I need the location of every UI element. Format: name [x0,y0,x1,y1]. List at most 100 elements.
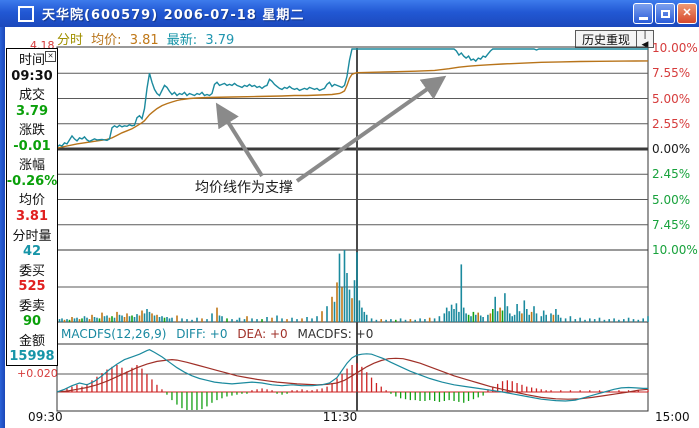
volume-bar [221,316,223,322]
volume-bar [589,318,591,322]
macd-diff-label: DIFF: +0 [176,327,228,341]
macd-hist-bar-pos [121,367,123,392]
volume-bar [385,319,387,322]
sidebar-value-5: 42 [22,244,42,260]
volume-bar [88,319,91,322]
percent-axis-label-7: 7.45% [652,218,691,232]
macd-axis-label: +0.020 [17,367,58,380]
volume-bar [375,319,378,322]
macd-hist-bar-neg [472,392,475,400]
volume-bar [528,314,530,322]
sidebar-close-icon[interactable]: ✕ [45,51,56,62]
percent-axis-label-0: 10.00% [652,41,698,55]
volume-bar [492,309,494,322]
annotation-arrow-0 [215,102,264,178]
volume-bar [136,314,138,322]
macd-hist-bar-neg [176,392,178,405]
volume-bar [557,314,560,322]
volume-bar [608,319,610,322]
macd-hist-bar-pos [385,390,387,392]
history-replay-button[interactable]: 历史重现 [575,30,637,48]
volume-bar [584,319,586,322]
macd-hist-bar-neg [404,392,407,400]
macd-hist-bar-pos [321,388,323,392]
macd-hist-bar-neg [453,392,455,401]
macd-hist-bar-neg [390,392,392,394]
time-label-0930: 09:30 [28,410,63,424]
volume-bar [146,309,148,322]
macd-hist-bar-pos [531,387,533,392]
macd-hist-bar-pos [311,390,313,392]
macd-hist-bar-neg [429,392,431,401]
macd-hist-bar-pos [380,386,382,392]
volume-bar [168,318,171,322]
macd-hist-bar-pos [560,390,562,392]
sidebar-value-2: -0.01 [13,138,51,154]
average-price-line [56,60,649,149]
macd-hist-bar-pos [366,372,368,392]
macd-hist-bar-neg [463,392,465,403]
volume-bar [296,319,298,322]
sidebar-label-2: 涨跌 [18,123,45,139]
volume-bar [506,306,509,322]
volume-bar [66,319,68,322]
macd-hist-bar-neg [424,392,426,401]
volume-bar [465,313,467,322]
volume-bar [131,315,133,322]
volume-bar [281,318,283,322]
volume-bar [526,309,528,322]
macd-hist-bar-pos [151,379,153,392]
macd-pane[interactable] [56,343,649,412]
sidebar-value-0: 09:30 [11,68,53,84]
volume-bar [108,317,111,322]
diff-line [56,349,648,402]
volume-bar [356,252,358,322]
volume-bar [453,309,455,322]
volume-bar [93,317,96,322]
volume-bar [433,318,436,322]
macd-hist-bar-pos [487,389,489,392]
macd-hist-bar-pos [627,390,630,392]
volume-bar [243,319,246,322]
volume-bar [118,314,121,322]
macd-hist-bar-pos [526,386,528,392]
volume-bar [443,313,446,322]
macd-hist-bar-pos [647,390,649,392]
volume-bar [156,314,158,322]
volume-bar [276,315,278,322]
volume-bar [555,309,557,322]
minimize-icon [638,16,648,20]
minimize-button[interactable] [633,3,653,24]
macd-hist-bar-neg [448,392,450,401]
title-bar[interactable]: 天华院(600579) 2006-07-18 星期二 ✕ [0,0,699,27]
macd-hist-bar-neg [419,392,421,401]
volume-bar [358,300,361,322]
volume-bar [579,317,581,322]
maximize-button[interactable] [655,3,675,24]
volume-bar [126,313,128,322]
volume-bar [511,316,513,322]
volume-bar [409,319,412,322]
volume-bar [61,318,63,322]
volume-bar [103,316,106,322]
volume-bar [438,316,441,322]
macd-hist-bar-pos [126,371,128,392]
volume-bar [186,319,188,322]
volume-bar [564,318,567,322]
volume-bar [158,317,161,322]
volume-bar [521,313,523,322]
volume-bar [123,317,126,322]
volume-bar [509,313,511,322]
macd-hist-bar-pos [341,374,343,392]
sidebar-label-8: 金额 [18,333,45,349]
macd-hist-bar-pos [66,388,68,392]
volume-bar [291,317,293,322]
macd-hist-bar-pos [579,390,581,392]
close-button[interactable]: ✕ [677,3,697,24]
volume-bar [113,317,116,322]
sidebar-label-7: 委卖 [18,298,45,314]
macd-hist-bar-pos [331,383,333,392]
skip-to-start-button[interactable]: |◀ [636,29,654,49]
